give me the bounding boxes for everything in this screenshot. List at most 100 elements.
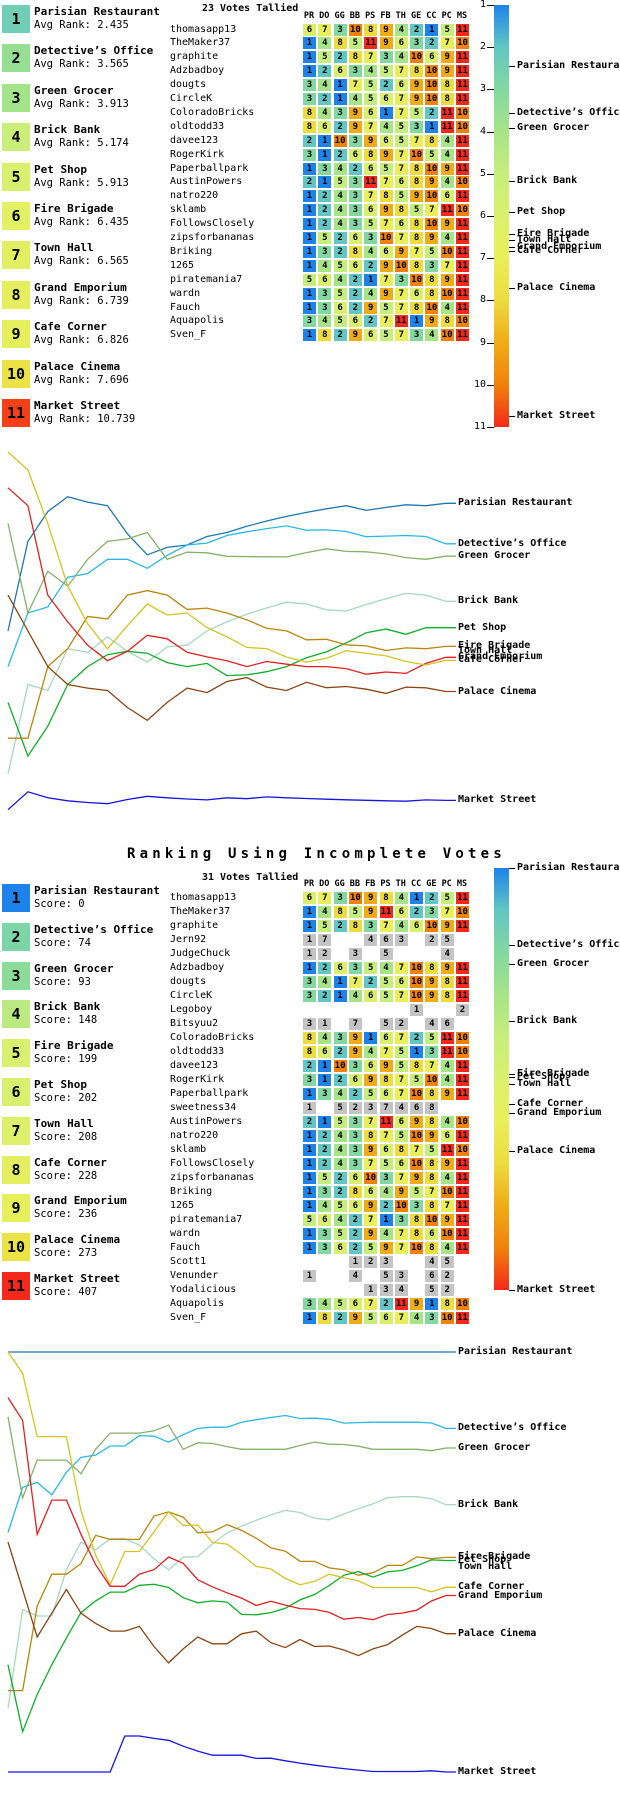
- voter-name: thomasapp13: [170, 23, 237, 35]
- rank-position-badge: 3: [2, 83, 30, 112]
- vote-cell: 1: [318, 148, 332, 161]
- vote-cell: 5: [379, 975, 393, 988]
- vote-cell: 5: [394, 134, 408, 147]
- vote-cell: 10: [410, 975, 424, 988]
- vote-cell: 11: [456, 989, 469, 1002]
- vote-cell: 6: [379, 1031, 393, 1044]
- chart-series-label: Brick Bank: [458, 1498, 519, 1510]
- vote-cell: 9: [379, 259, 393, 272]
- chart-series-label: Market Street: [458, 794, 537, 806]
- vote-cell: 5: [333, 1227, 347, 1240]
- vote-cell: 3: [303, 989, 316, 1002]
- vote-cell: 10: [440, 1227, 454, 1240]
- vote-cell: 8: [410, 65, 424, 78]
- chart-series-label: Detective’s Office: [458, 537, 567, 549]
- vote-cell: 11: [394, 315, 408, 328]
- vote-cell: 10: [425, 919, 439, 932]
- vote-cell: 9: [379, 287, 393, 300]
- rank-position-badge: 10: [2, 1233, 30, 1262]
- voter-name: sweetness34: [170, 1101, 237, 1113]
- chart-series-line: [7, 1351, 456, 1593]
- ranked-building-name: Grand Emporium: [34, 280, 127, 294]
- legend-label-tick: [509, 181, 515, 183]
- vote-cell: 5: [379, 1157, 393, 1170]
- vote-cell: 8: [303, 1045, 316, 1058]
- rank-position-badge: 1: [2, 884, 30, 912]
- legend-tick-mark: [487, 47, 494, 49]
- vote-cell: 8: [364, 1129, 378, 1142]
- vote-cell: 2: [425, 933, 439, 946]
- ranked-building-stat: Score: 0: [34, 898, 85, 910]
- rank-position-badge: 11: [2, 1272, 30, 1300]
- vote-cell: 4: [394, 891, 408, 904]
- legend-label-tick: [509, 212, 515, 214]
- column-header-FB: FB: [380, 11, 391, 21]
- legend-tick-mark: [487, 216, 494, 217]
- vote-cell: 1: [333, 989, 347, 1002]
- vote-cell: 11: [456, 232, 469, 244]
- vote-cell: 2: [348, 1227, 362, 1240]
- vote-cell: 11: [456, 259, 469, 272]
- vote-cell: 2: [348, 162, 362, 175]
- vote-cell: 11: [456, 1129, 469, 1142]
- vote-cell: 4: [364, 933, 378, 946]
- legend-tick-mark: [487, 300, 494, 302]
- vote-cell: 3: [410, 37, 424, 50]
- vote-cell: 10: [410, 989, 424, 1002]
- chart-series-label: Fire Brigade: [458, 1551, 531, 1563]
- vote-cell: 3: [318, 1241, 332, 1254]
- vote-cell: 10: [425, 301, 439, 314]
- chart-series-line: [7, 1416, 456, 1501]
- vote-cell: 2: [303, 1115, 316, 1128]
- vote-cell: 9: [425, 975, 439, 988]
- vote-cell: 9: [440, 218, 454, 231]
- legend-label-tick: [509, 250, 515, 252]
- legend-building-label: Cafe Corner: [517, 244, 584, 256]
- chart-series-label: Palace Cinema: [458, 685, 537, 697]
- vote-cell: 2: [333, 245, 347, 258]
- legend-building-label: Palace Cinema: [517, 281, 596, 293]
- voter-name: Bitsyuu2: [170, 1017, 219, 1029]
- vote-cell: 1: [303, 1101, 316, 1114]
- legend-tick-mark: [487, 258, 494, 260]
- vote-cell: 11: [456, 23, 469, 36]
- vote-cell: 7: [394, 1073, 408, 1086]
- voter-name: Yodalicious: [170, 1283, 237, 1295]
- vote-cell: 4: [440, 148, 454, 161]
- vote-cell: 6: [394, 975, 408, 988]
- voter-name: Legoboy: [170, 1003, 213, 1015]
- column-header-GE: GE: [410, 11, 422, 21]
- ranked-building-stat: Avg Rank: 2.435: [34, 19, 129, 31]
- vote-cell: 7: [394, 232, 408, 244]
- vote-cell: 10: [394, 259, 408, 272]
- rank-position-badge: 1: [2, 5, 30, 33]
- chart-series-label: Parisian Restaurant: [458, 1346, 573, 1357]
- chart-series-label: Parisian Restaurant: [458, 497, 573, 509]
- vote-cell: 4: [379, 120, 393, 133]
- vote-cell: 9: [379, 148, 393, 161]
- vote-cell: 6: [364, 162, 378, 175]
- vote-cell: 3: [348, 218, 362, 231]
- vote-cell: 5: [410, 106, 424, 119]
- vote-cell: 3: [348, 1157, 362, 1170]
- legend-label-tick: [509, 964, 515, 966]
- vote-cell: 11: [456, 1059, 469, 1072]
- voter-name: Sven_F: [170, 1311, 207, 1323]
- voter-name: FollowsClosely: [170, 218, 255, 230]
- vote-cell: 5: [364, 961, 378, 974]
- vote-cell: 1: [303, 1269, 316, 1282]
- vote-cell: 1: [364, 1031, 378, 1044]
- vote-cell: 11: [456, 919, 469, 932]
- legend-label-tick: [509, 1021, 515, 1023]
- vote-cell: 5: [333, 1101, 347, 1114]
- vote-cell: 1: [318, 1073, 332, 1086]
- vote-cell: 7: [394, 1227, 408, 1240]
- vote-cell: 5: [318, 1171, 332, 1184]
- vote-cell: 1: [303, 1311, 316, 1324]
- rank-position-badge: 10: [2, 359, 30, 388]
- vote-cell: 4: [364, 1045, 378, 1058]
- vote-cell: 7: [394, 1087, 408, 1100]
- vote-cell: 4: [318, 37, 332, 50]
- vote-cell: 11: [456, 301, 469, 314]
- column-header-PC: PC: [441, 11, 452, 21]
